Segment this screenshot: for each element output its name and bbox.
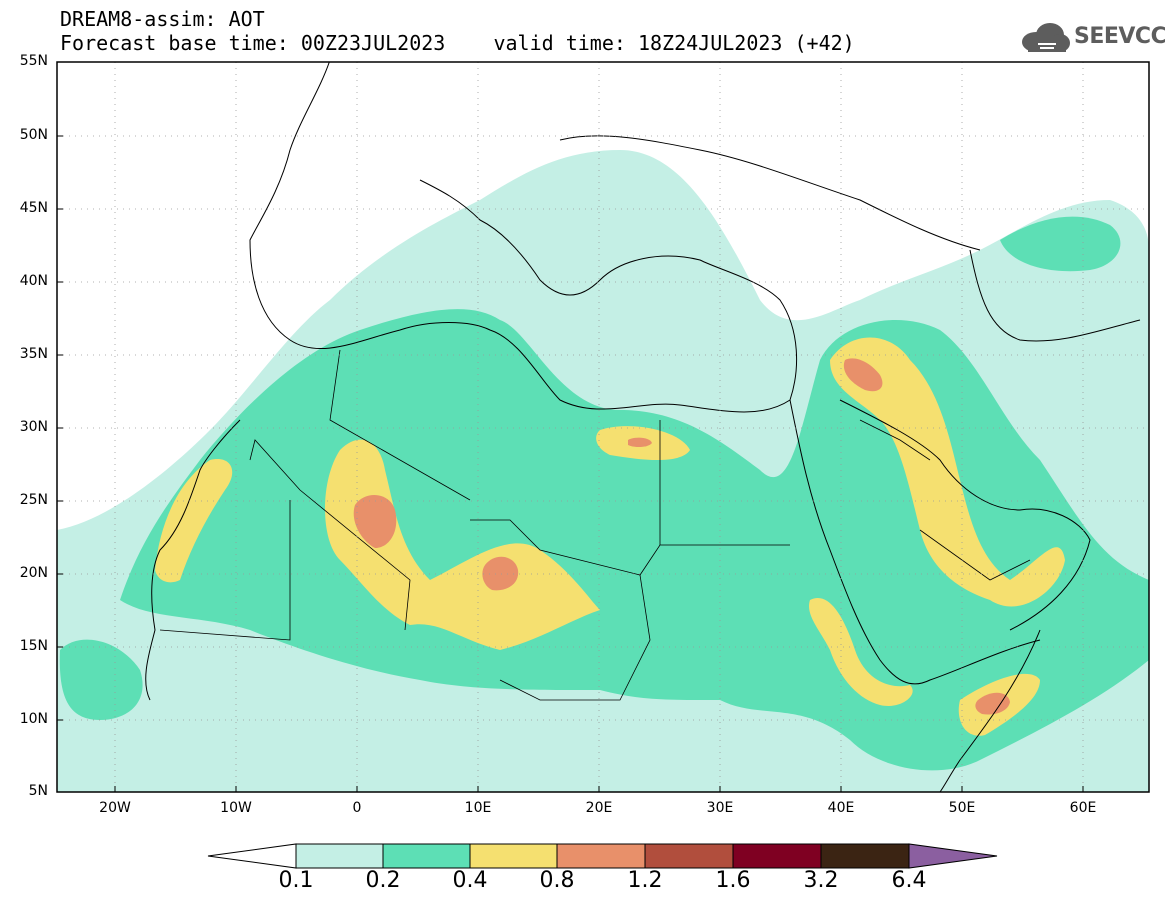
lat-label: 50N — [19, 127, 48, 143]
seevccc-logo: SEEVCCC — [1018, 22, 1165, 56]
colorbar-label: 0.8 — [539, 868, 575, 893]
lat-label: 55N — [19, 53, 48, 69]
aot-field — [57, 62, 1149, 792]
aot-band-high-libya — [596, 426, 690, 460]
lat-label: 15N — [19, 638, 48, 654]
colorbar-swatch — [382, 843, 471, 869]
lon-label: 50E — [948, 800, 976, 816]
aot-band-high-sahara — [325, 439, 600, 650]
aot-band-low — [57, 150, 1149, 792]
lon-label: 0 — [352, 800, 362, 816]
map-frame — [56, 61, 1150, 793]
lon-label: 40E — [827, 800, 855, 816]
colorbar-label: 0.1 — [278, 868, 314, 893]
coastlines — [145, 62, 1141, 792]
aot-band-high-redsea — [809, 598, 913, 706]
aot-band-mid-caspian — [1000, 216, 1121, 272]
axis-ticks — [57, 135, 1084, 792]
lon-label: 60E — [1069, 800, 1097, 816]
aot-band-high-gulf-aden — [958, 673, 1040, 736]
lat-label: 10N — [19, 711, 48, 727]
lon-label: 20W — [99, 800, 131, 816]
graticule — [57, 62, 1149, 792]
aot-band-veryhigh-somalia — [975, 692, 1010, 715]
map-title: DREAM8-assim: AOT — [60, 7, 265, 31]
cloud-icon — [1022, 23, 1070, 52]
colorbar-label: 6.4 — [891, 868, 927, 893]
colorbar-high-arrow — [908, 843, 998, 869]
aot-band-mid — [120, 309, 1149, 771]
colorbar-label: 1.6 — [715, 868, 751, 893]
forecast-time-line: Forecast base time: 00Z23JUL2023 valid t… — [60, 31, 855, 55]
colorbar-swatch — [469, 843, 558, 869]
country-borders — [159, 349, 1031, 701]
lat-label: 45N — [19, 200, 48, 216]
colorbar-low-arrow — [207, 843, 297, 869]
lat-label: 40N — [19, 273, 48, 289]
lat-label: 25N — [19, 492, 48, 508]
colorbar-swatch — [644, 843, 734, 869]
lat-label: 5N — [28, 783, 48, 799]
colorbar-label: 0.2 — [365, 868, 401, 893]
aot-band-high-arabia — [830, 337, 1065, 607]
colorbar-swatch — [820, 843, 910, 869]
lat-label: 30N — [19, 419, 48, 435]
aot-band-mid-west — [59, 639, 143, 720]
lon-label: 10W — [220, 800, 252, 816]
aot-band-veryhigh-niger — [482, 556, 519, 591]
colorbar-label: 3.2 — [803, 868, 839, 893]
lon-label: 30E — [706, 800, 734, 816]
colorbar-label: 1.2 — [627, 868, 663, 893]
colorbar-swatch — [556, 843, 646, 869]
colorbar-swatch — [732, 843, 822, 869]
aot-band-high-west — [155, 459, 233, 583]
aot-band-veryhigh-mali — [353, 494, 397, 548]
colorbar-label: 0.4 — [452, 868, 488, 893]
lat-label: 35N — [19, 346, 48, 362]
aot-band-veryhigh-libya — [628, 437, 652, 448]
colorbar-swatch — [295, 843, 384, 869]
colorbar — [207, 843, 998, 869]
aot-band-veryhigh-iraq — [843, 358, 883, 392]
logo-text: SEEVCCC — [1074, 24, 1165, 49]
lon-label: 10E — [464, 800, 492, 816]
lon-label: 20E — [585, 800, 613, 816]
lat-label: 20N — [19, 565, 48, 581]
